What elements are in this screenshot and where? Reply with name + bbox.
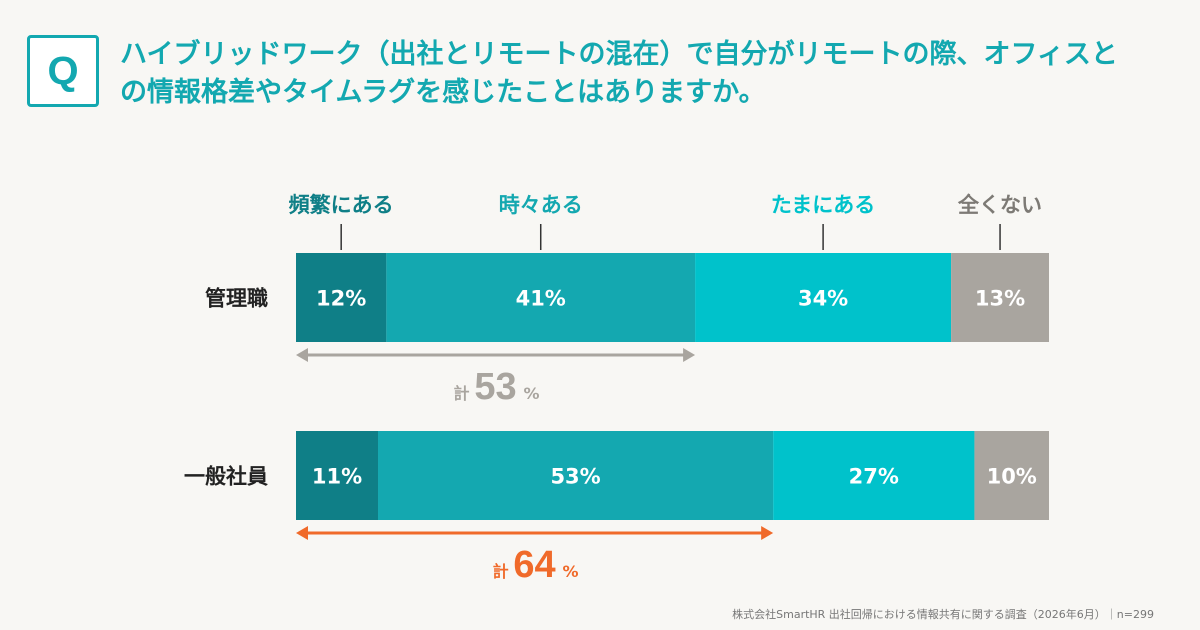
total-arrow-right: [683, 348, 696, 362]
total-arrow-left: [296, 348, 308, 362]
bar-segment: [296, 431, 379, 520]
total-prefix: 計: [454, 384, 470, 403]
bar-segment: [951, 253, 1049, 342]
total-arrow-right: [761, 526, 774, 540]
bar-segment: [378, 431, 774, 520]
total-value: 64: [513, 544, 555, 586]
source-note: 株式会社SmartHR 出社回帰における情報共有に関する調査（2026年6月）｜…: [732, 608, 1154, 621]
data-label: 41%: [516, 287, 566, 311]
bar-segment: [386, 253, 696, 342]
legend-label: 頻繁にある: [289, 193, 394, 217]
question-text: ハイブリッドワーク（出社とリモートの混在）で自分がリモートの際、オフィスと の情…: [120, 36, 1180, 112]
category-label: 一般社員: [184, 465, 268, 489]
total-prefix: 計: [493, 562, 509, 581]
legend-label: たまにある: [771, 193, 875, 217]
total-suffix: %: [524, 384, 540, 403]
question-line-1: ハイブリッドワーク（出社とリモートの混在）で自分がリモートの際、オフィスと: [120, 39, 1118, 70]
bar-segment: [773, 431, 975, 520]
total-arrow-left: [296, 526, 308, 540]
question-badge: Q: [27, 35, 99, 107]
total-value: 53: [474, 366, 516, 408]
data-label: 53%: [550, 465, 600, 489]
bar-segment: [296, 253, 387, 342]
bar-segment: [695, 253, 952, 342]
bar-segment: [974, 431, 1049, 520]
data-label: 10%: [987, 465, 1037, 489]
legend-label: 時々ある: [499, 193, 583, 217]
data-label: 34%: [798, 287, 848, 311]
data-label: 13%: [975, 287, 1025, 311]
total-suffix: %: [563, 562, 579, 581]
data-label: 12%: [316, 287, 366, 311]
data-label: 11%: [312, 465, 362, 489]
question-line-2: の情報格差やタイムラグを感じたことはありますか。: [120, 77, 766, 108]
data-label: 27%: [849, 465, 899, 489]
legend-label: 全くない: [957, 193, 1042, 217]
category-label: 管理職: [205, 287, 268, 311]
